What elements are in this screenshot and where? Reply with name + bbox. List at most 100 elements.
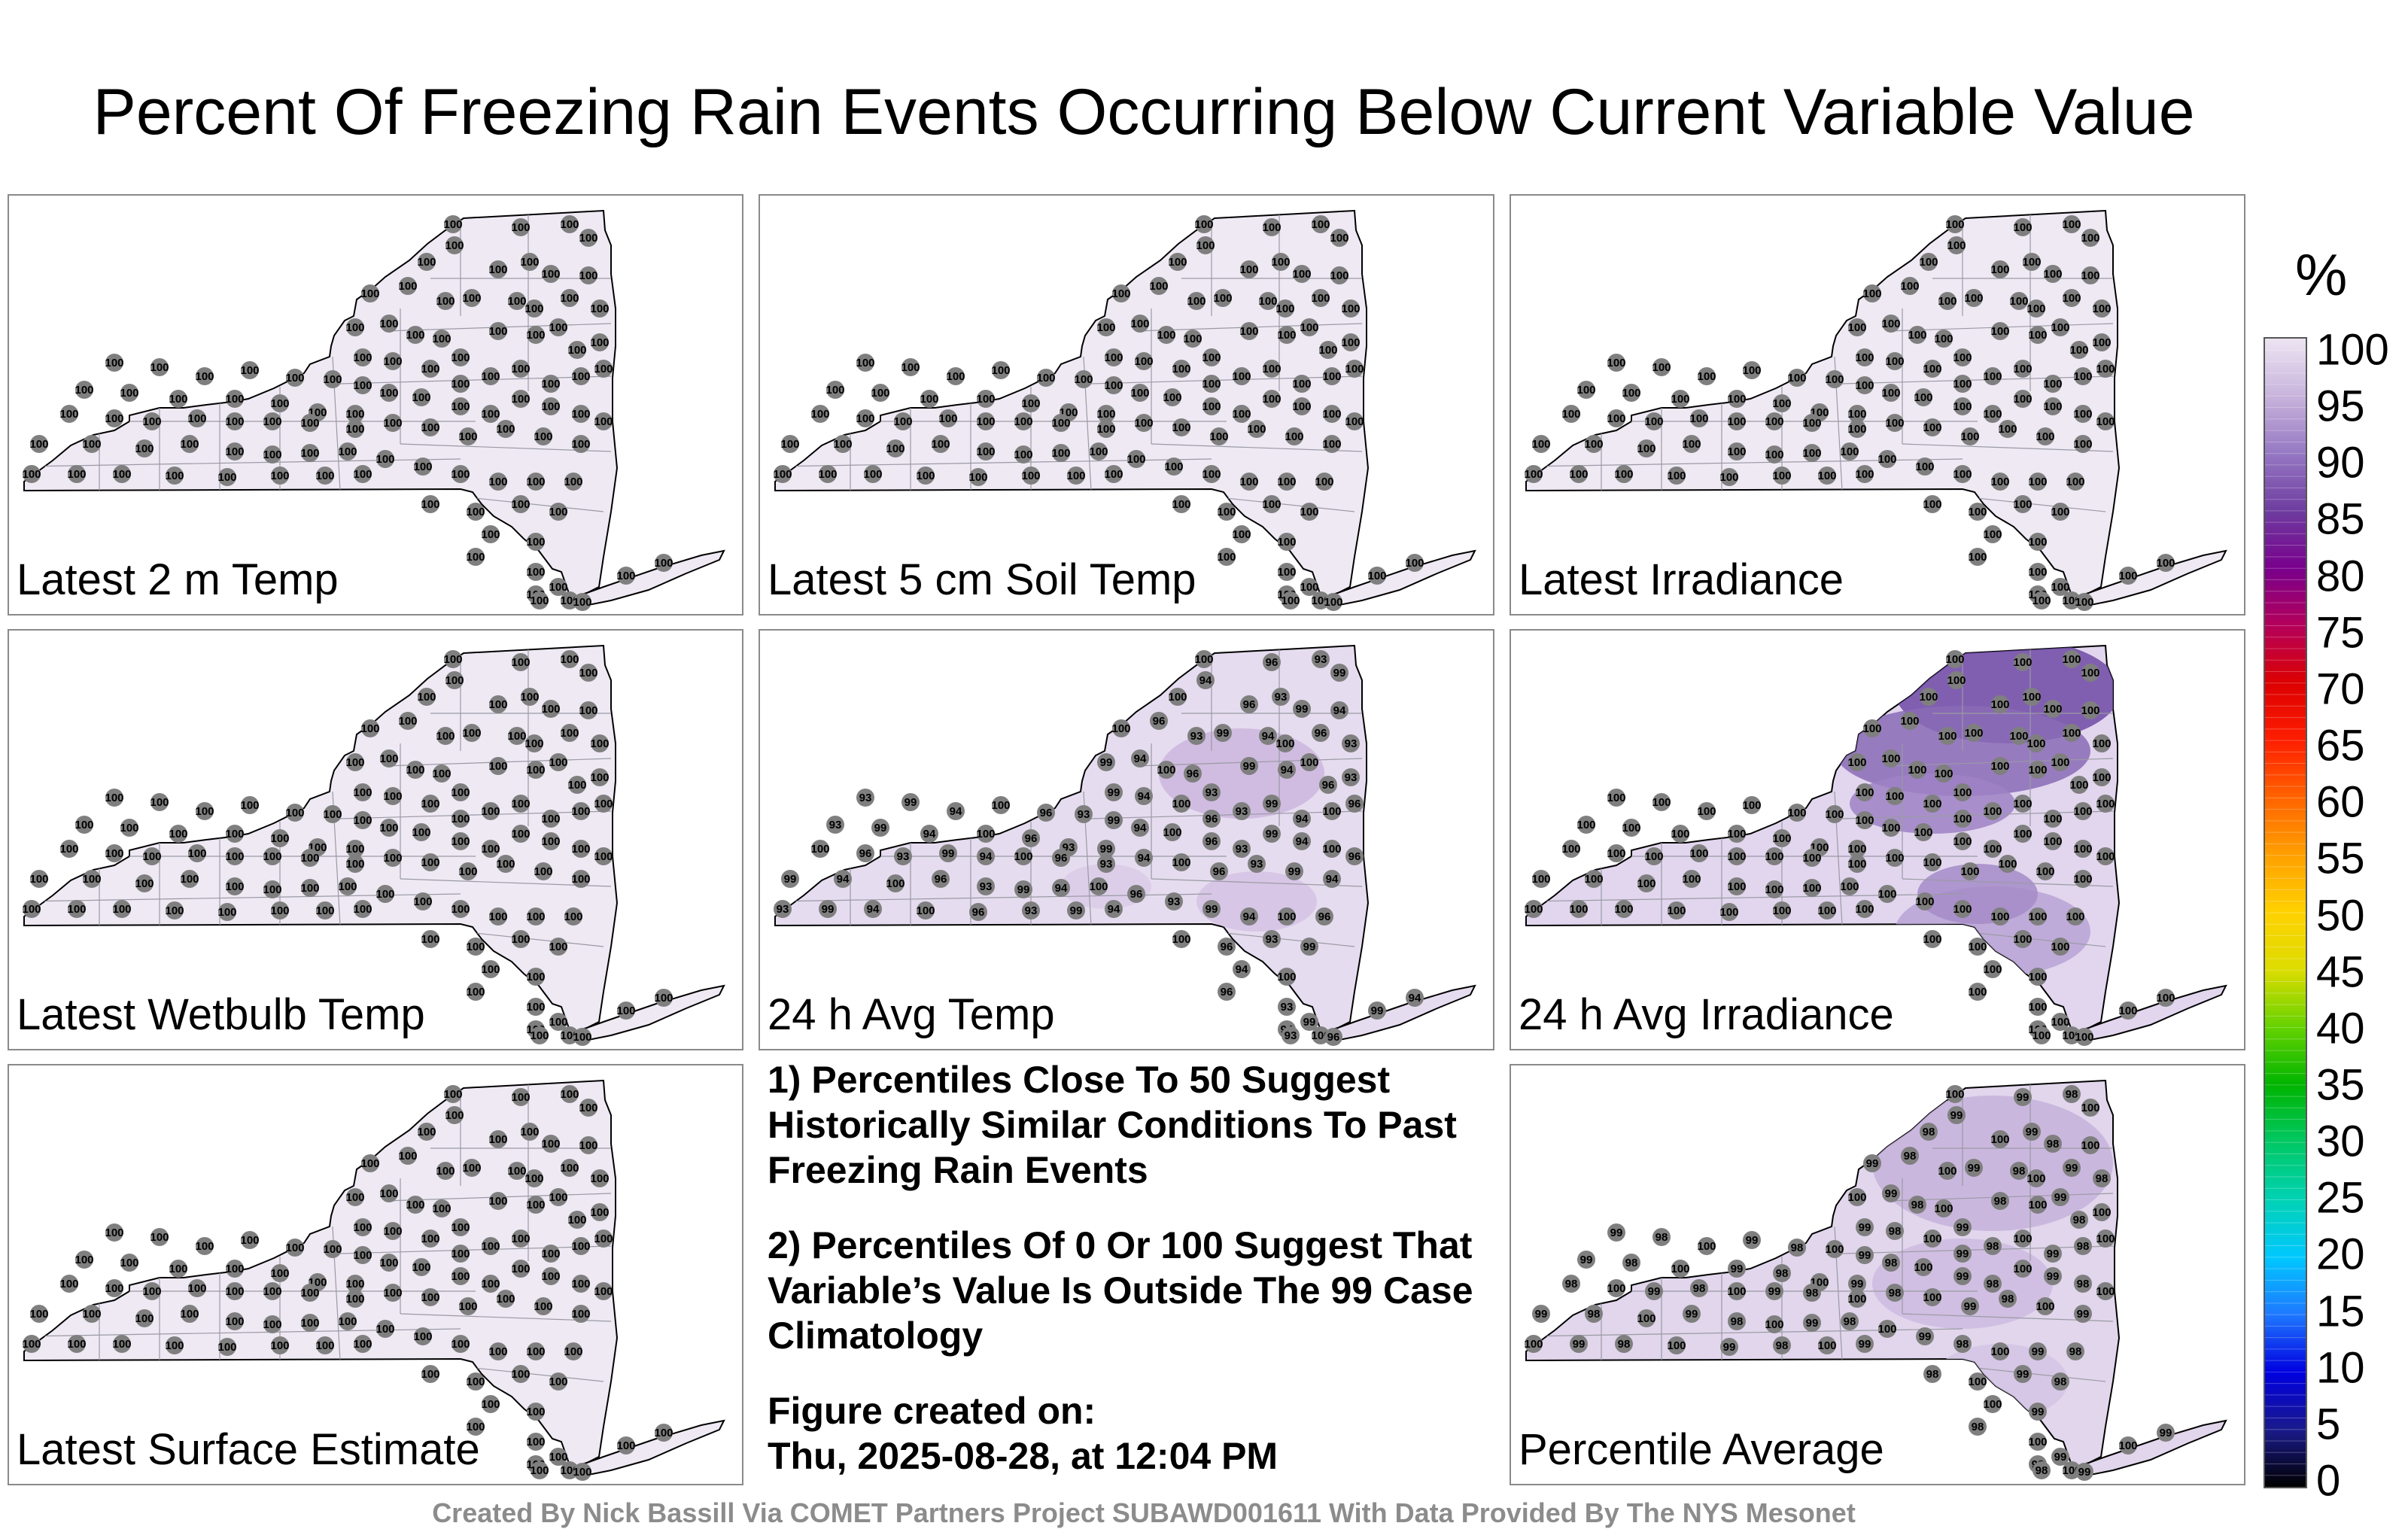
- station-value: 100: [383, 1225, 402, 1238]
- station-value: 100: [1765, 448, 1783, 461]
- station-value: 100: [2026, 302, 2045, 315]
- station-marker: 100: [1765, 412, 1784, 430]
- station-value: 100: [383, 852, 402, 865]
- station-marker: 100: [1292, 375, 1312, 393]
- station-dot: [1965, 724, 1983, 742]
- station-value: 100: [526, 566, 545, 579]
- station-dot: [1953, 348, 1972, 366]
- station-dot: [2051, 1188, 2069, 1206]
- station-dot: [1841, 442, 1859, 460]
- station-value: 100: [560, 218, 579, 231]
- station-marker: 100: [526, 1196, 546, 1214]
- station-marker: 100: [1096, 420, 1116, 438]
- station-marker: 100: [590, 299, 610, 318]
- station-marker: 100: [445, 1106, 464, 1124]
- station-dot: [2029, 533, 2047, 551]
- station-value: 100: [1923, 421, 1941, 434]
- station-marker: 100: [1727, 847, 1747, 865]
- station-marker: 100: [549, 578, 568, 596]
- station-value: 100: [1881, 318, 1900, 330]
- station-value: 100: [1772, 397, 1791, 410]
- station-dot: [1097, 318, 1115, 336]
- station-value: 100: [1239, 263, 1258, 276]
- station-dot: [241, 1231, 259, 1249]
- station-dot: [1165, 892, 1183, 910]
- station-value: 100: [511, 1091, 530, 1104]
- station-marker: 96: [1240, 695, 1258, 713]
- station-dot: [421, 495, 439, 513]
- station-marker: 100: [150, 358, 169, 376]
- station-marker: 100: [560, 289, 579, 307]
- station-marker: 100: [1960, 862, 1980, 880]
- station-dot: [451, 1267, 470, 1285]
- station-value: 100: [488, 1345, 507, 1358]
- station-marker: 100: [2081, 266, 2100, 284]
- station-dot: [2029, 1433, 2047, 1451]
- station-dot: [1278, 563, 1296, 581]
- station-dot: [969, 903, 987, 921]
- station-value: 99: [1573, 1338, 1586, 1351]
- station-value: 100: [976, 393, 995, 406]
- station-dot: [1765, 847, 1783, 865]
- station-dot: [1169, 253, 1187, 271]
- station-dot: [1953, 900, 1972, 918]
- station-dot: [1886, 849, 1904, 867]
- station-dot: [1935, 330, 1953, 348]
- station-marker: 100: [421, 853, 440, 871]
- station-marker: 100: [353, 348, 372, 366]
- station-marker: 100: [240, 796, 260, 814]
- station-value: 100: [1877, 888, 1896, 901]
- station-marker: 100: [1021, 467, 1041, 485]
- station-dot: [1965, 1159, 1983, 1177]
- station-value: 100: [1802, 447, 1821, 460]
- station-dot: [105, 354, 123, 372]
- station-dot: [932, 435, 950, 453]
- station-marker: 100: [2013, 930, 2033, 948]
- station-marker: 100: [886, 874, 905, 892]
- station-dot: [1938, 1162, 1956, 1180]
- station-marker: 100: [2051, 318, 2070, 336]
- station-marker: 100: [2092, 768, 2112, 786]
- station-value: 100: [916, 470, 935, 482]
- station-marker: 100: [564, 907, 583, 926]
- station-dot: [2066, 473, 2084, 491]
- station-value: 100: [541, 400, 560, 413]
- station-value: 100: [436, 1165, 455, 1178]
- station-dot: [1278, 968, 1296, 986]
- station-marker: 98: [2051, 1372, 2069, 1391]
- station-value: 100: [1964, 292, 1983, 305]
- station-marker: 100: [549, 1448, 568, 1466]
- station-dot: [2075, 593, 2093, 611]
- station-value: 94: [1296, 835, 1309, 848]
- station-dot: [2074, 1237, 2092, 1255]
- station-dot: [354, 900, 372, 918]
- station-value: 100: [285, 807, 304, 819]
- station-dot: [2044, 265, 2062, 283]
- station-value: 100: [2051, 506, 2069, 518]
- station-marker: 100: [549, 318, 568, 336]
- station-dot: [1818, 901, 1836, 919]
- station-marker: 100: [560, 1085, 579, 1103]
- station-value: 100: [412, 391, 430, 404]
- station-marker: 100: [240, 361, 260, 379]
- station-marker: 100: [590, 734, 610, 752]
- station-dot: [421, 360, 439, 378]
- station-dot: [512, 930, 530, 948]
- station-dot: [2063, 724, 2081, 742]
- station-marker: 100: [379, 1184, 399, 1202]
- station-value: 100: [1036, 372, 1055, 385]
- station-dot: [1195, 650, 1213, 668]
- station-dot: [774, 465, 792, 483]
- station-value: 100: [2092, 737, 2111, 750]
- station-value: 100: [2028, 764, 2047, 777]
- station-value: 100: [1622, 822, 1640, 834]
- station-dot: [1163, 823, 1181, 841]
- station-dot: [451, 375, 470, 393]
- station-dot: [542, 265, 560, 283]
- station-marker: 100: [530, 1461, 549, 1479]
- station-value: 100: [1847, 843, 1866, 856]
- station-marker: 100: [421, 1288, 440, 1306]
- station-value: 100: [571, 1240, 590, 1253]
- station-dot: [1278, 998, 1296, 1016]
- station-value: 100: [451, 1270, 470, 1283]
